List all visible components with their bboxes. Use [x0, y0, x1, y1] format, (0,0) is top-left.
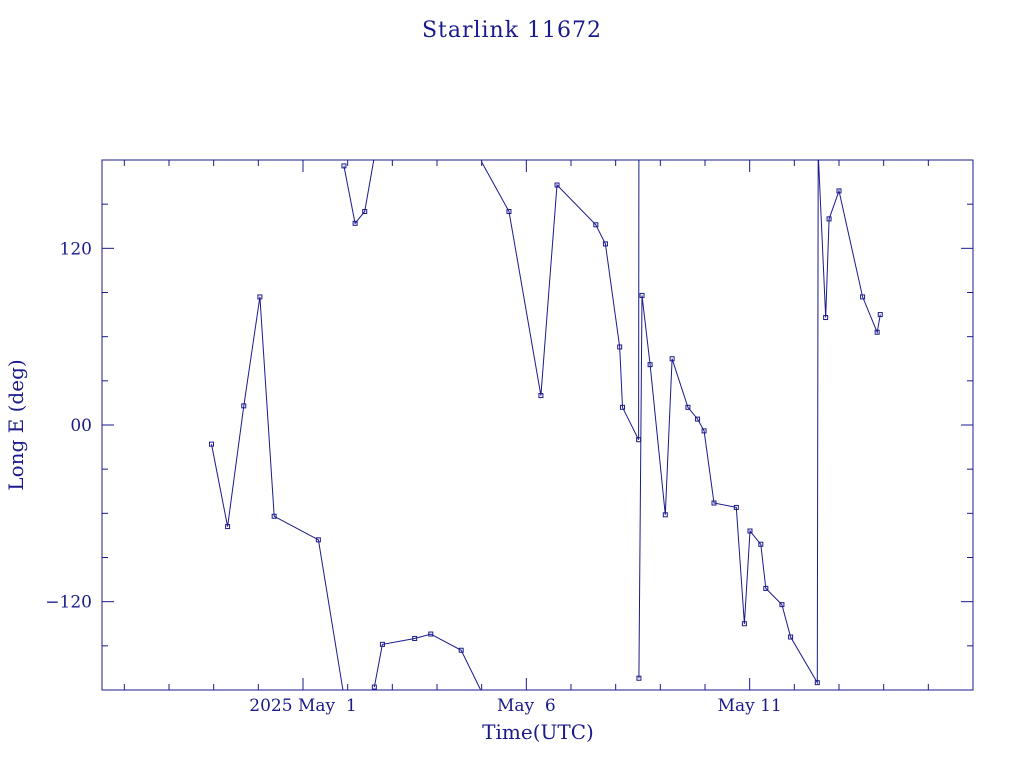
series-group — [208, 160, 883, 690]
data-point — [636, 675, 642, 681]
data-point — [747, 528, 753, 534]
data-point — [860, 294, 866, 300]
data-point — [617, 344, 623, 350]
x-tick-labels: 2025 May 1 May 6 May 11 — [249, 696, 781, 716]
data-point — [371, 684, 377, 690]
data-point — [208, 441, 214, 447]
data-point — [685, 404, 691, 410]
data-point — [836, 188, 842, 194]
data-point — [593, 222, 599, 228]
data-point — [874, 329, 880, 335]
data-point — [758, 541, 764, 547]
data-point — [647, 362, 653, 368]
y-axis-label: Long E (deg) — [4, 359, 28, 490]
data-point — [779, 602, 785, 608]
data-point — [241, 403, 247, 409]
data-point — [271, 513, 277, 519]
data-point — [669, 356, 675, 362]
data-point — [315, 537, 321, 543]
data-point — [826, 216, 832, 222]
data-point — [636, 437, 642, 443]
data-point — [538, 393, 544, 399]
data-point — [662, 512, 668, 518]
series-layer — [208, 160, 883, 690]
data-point — [362, 209, 368, 215]
y-tick-label: −120 — [45, 593, 92, 613]
x-tick-label: May 11 — [718, 696, 782, 716]
data-point — [554, 182, 560, 188]
y-tick-label: 120 — [60, 239, 92, 259]
data-point — [695, 416, 701, 422]
data-point — [877, 312, 883, 318]
data-point — [458, 647, 464, 653]
data-point — [506, 209, 512, 215]
series-line — [638, 160, 881, 685]
y-tick-label: 00 — [70, 416, 92, 436]
data-point — [379, 641, 385, 647]
plot-frame — [101, 159, 974, 691]
data-point — [257, 294, 263, 300]
chart-title: Starlink 11672 — [422, 18, 602, 43]
series-line — [373, 633, 482, 690]
axis-ticks — [102, 160, 973, 690]
data-point — [602, 241, 608, 247]
data-point — [823, 315, 829, 321]
data-point — [341, 163, 347, 169]
data-point — [639, 292, 645, 298]
series-line — [343, 160, 375, 225]
data-point — [788, 634, 794, 640]
data-point — [412, 635, 418, 641]
data-point — [428, 631, 434, 637]
data-point — [352, 220, 358, 226]
data-point — [733, 504, 739, 510]
y-tick-labels: 120 00 −120 — [45, 239, 92, 612]
data-point — [619, 404, 625, 410]
x-tick-label: May 6 — [497, 696, 556, 716]
x-tick-label: 2025 May 1 — [249, 696, 356, 716]
data-point — [741, 621, 747, 627]
data-point — [225, 524, 231, 530]
x-axis-label: Time(UTC) — [482, 720, 594, 744]
series-line — [211, 296, 344, 690]
data-point — [814, 680, 820, 686]
data-point — [701, 428, 707, 434]
data-point — [711, 500, 717, 506]
data-point — [763, 585, 769, 591]
series-line — [480, 160, 640, 440]
